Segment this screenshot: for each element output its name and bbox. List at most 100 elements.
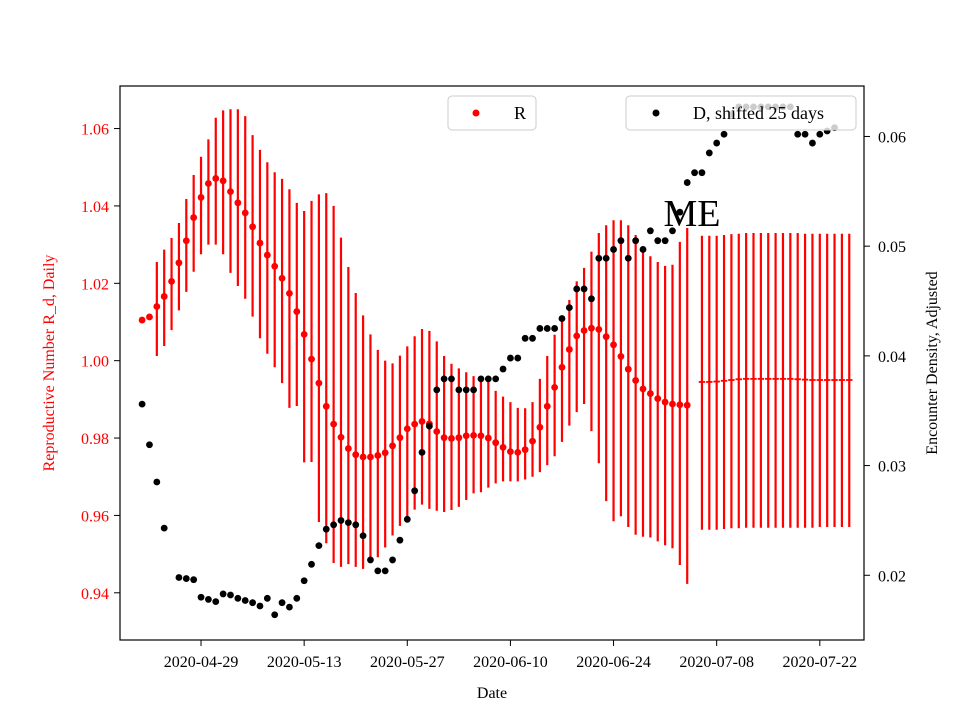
d-point xyxy=(573,285,581,293)
r-point xyxy=(521,446,529,454)
r-point xyxy=(610,341,617,349)
legend-d: D, shifted 25 days xyxy=(625,95,857,131)
d-point xyxy=(389,556,396,564)
d-point xyxy=(433,386,441,394)
r-point xyxy=(514,448,522,456)
r-point xyxy=(234,199,242,207)
d-point xyxy=(492,375,500,383)
x-tick-label: 2020-07-08 xyxy=(679,654,754,671)
r-point xyxy=(484,434,492,442)
r-point xyxy=(315,379,323,387)
d-point xyxy=(595,254,603,262)
d-point xyxy=(263,594,271,602)
r-point xyxy=(249,223,256,231)
d-point xyxy=(639,246,647,253)
r-point xyxy=(263,251,271,259)
d-point xyxy=(713,139,721,147)
r-point xyxy=(286,289,293,297)
d-point xyxy=(676,208,684,216)
x-axis-ticks: 2020-04-29 2020-05-13 2020-05-27 2020-06-10… xyxy=(164,640,857,671)
d-point xyxy=(691,169,698,177)
d-point xyxy=(683,179,691,186)
r-point xyxy=(271,262,279,270)
right-axis-ticks: 0.02 0.03 0.04 0.05 0.06 xyxy=(864,129,906,585)
d-point xyxy=(367,556,374,564)
d-point xyxy=(160,524,168,532)
r-point xyxy=(440,434,448,442)
d-point xyxy=(455,386,463,394)
d-point xyxy=(462,386,470,394)
right-axis-label: Encounter Density, Adjusted xyxy=(924,271,941,454)
d-point xyxy=(138,400,146,408)
d-point xyxy=(610,246,617,253)
r-point xyxy=(529,437,536,445)
d-point xyxy=(624,254,632,262)
d-point xyxy=(300,577,308,585)
r-point xyxy=(278,274,286,282)
r-point xyxy=(543,402,551,410)
x-tick-label: 2020-06-10 xyxy=(473,654,548,671)
r-point xyxy=(411,420,419,428)
r-point xyxy=(212,175,220,182)
d-point xyxy=(514,354,522,362)
d-point xyxy=(440,375,448,383)
r-point xyxy=(322,402,330,410)
d-point xyxy=(337,517,345,524)
r-point xyxy=(462,432,470,440)
d-point xyxy=(484,375,492,383)
legend-r: R xyxy=(447,95,537,131)
d-point xyxy=(654,237,662,245)
r-point xyxy=(573,332,581,340)
r-point xyxy=(507,448,514,455)
r-point xyxy=(308,355,315,363)
r-point xyxy=(300,330,308,338)
x-tick-label: 2020-04-29 xyxy=(164,654,239,671)
d-point xyxy=(551,325,559,332)
d-point xyxy=(330,521,338,529)
d-point xyxy=(227,591,234,599)
d-point xyxy=(278,599,286,607)
r-point xyxy=(160,293,168,300)
r-point xyxy=(256,239,264,247)
d-point xyxy=(507,354,514,362)
d-point xyxy=(809,139,816,147)
d-point xyxy=(212,598,220,606)
x-tick-label: 2020-07-22 xyxy=(782,654,857,671)
r-point xyxy=(683,401,691,409)
d-point xyxy=(470,386,477,394)
r-point xyxy=(617,353,625,360)
d-point xyxy=(241,597,249,604)
d-point xyxy=(293,594,301,602)
d-point xyxy=(182,575,190,582)
d-point xyxy=(359,532,367,540)
d-point xyxy=(536,325,544,332)
r-point xyxy=(492,439,500,447)
d-point xyxy=(521,334,529,342)
r-point xyxy=(168,277,175,285)
d-point xyxy=(219,590,227,598)
r-point xyxy=(227,188,234,196)
d-point xyxy=(256,602,264,610)
d-point xyxy=(588,295,595,303)
d-point xyxy=(286,603,293,611)
d-point xyxy=(146,441,153,449)
d-point xyxy=(705,149,713,157)
d-point xyxy=(632,237,640,245)
d-point xyxy=(794,130,802,138)
r-point xyxy=(565,346,573,353)
r-point xyxy=(499,443,507,451)
d-point xyxy=(661,237,669,245)
d-point xyxy=(381,567,389,575)
r-point xyxy=(448,435,455,442)
r-point xyxy=(182,237,190,245)
r-point xyxy=(146,313,153,321)
d-point xyxy=(448,375,455,383)
r-point xyxy=(359,453,367,461)
d-point xyxy=(204,596,212,603)
r-point xyxy=(418,418,426,425)
left-tick-label: 1.02 xyxy=(81,276,109,293)
r-point xyxy=(367,453,374,461)
legend-d-box xyxy=(625,95,857,131)
legend-d-label: D, shifted 25 days xyxy=(693,103,824,123)
legend-d-marker xyxy=(652,109,660,117)
